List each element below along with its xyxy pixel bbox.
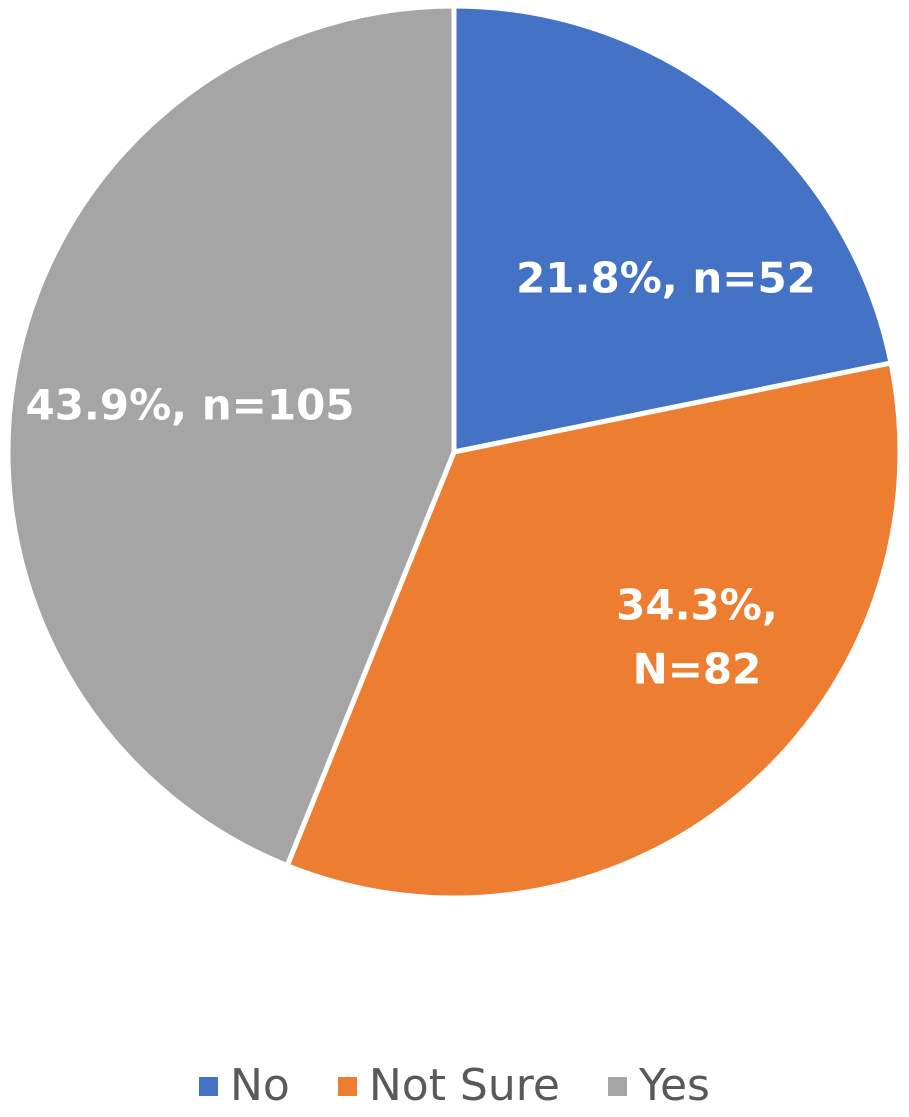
data-label-yes: 43.9%, n=105 [25,381,354,430]
pie-slice-yes [5,3,457,869]
pie-slices [5,3,903,901]
data-label-not-sure-line-2: N=82 [633,645,762,694]
legend-label-yes: Yes [638,1060,710,1111]
legend-swatch-no [199,1076,219,1096]
pie-slice-no [451,3,894,455]
legend-item-not-sure: Not Sure [337,1060,560,1111]
pie-chart: 21.8%, n=52 34.3%, N=82 43.9%, n=105 [5,3,903,901]
legend-item-yes: Yes [607,1060,710,1111]
legend-label-no: No [230,1060,290,1111]
legend: No Not Sure Yes [0,1064,909,1108]
data-label-not-sure-line-1: 34.3%, [616,581,778,630]
slice-labels: 21.8%, n=52 34.3%, N=82 43.9%, n=105 [25,254,815,694]
legend-label-not-sure: Not Sure [368,1060,560,1111]
legend-swatch-yes [607,1076,627,1096]
legend-swatch-not-sure [337,1076,357,1096]
legend-item-no: No [199,1064,290,1108]
pie-slice-not-sure [284,360,903,901]
data-label-no: 21.8%, n=52 [516,254,816,303]
